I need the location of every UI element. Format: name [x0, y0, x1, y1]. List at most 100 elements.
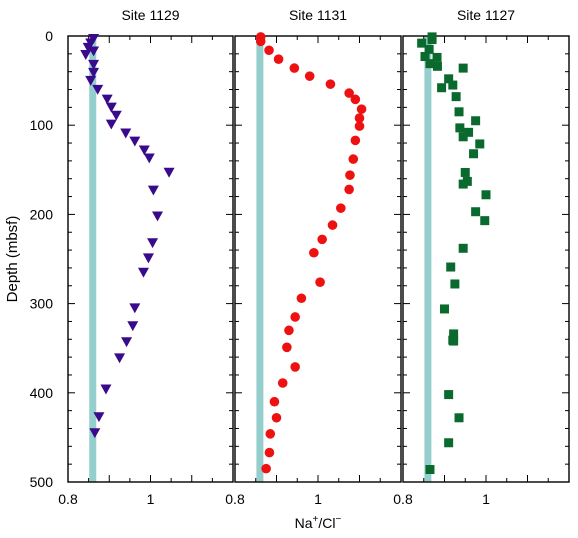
- data-point: [449, 329, 459, 339]
- data-point: [88, 59, 100, 70]
- panels-layer: Site 1129 0.8 1 0 100 200 300 400 500 Site 1131 0.…: [30, 7, 570, 507]
- data-point: [163, 167, 175, 178]
- x-axis-title-mid: /Cl: [318, 515, 335, 531]
- y-tick-label: 500: [30, 474, 54, 490]
- data-point: [471, 116, 481, 126]
- x-tick-label: 1: [482, 491, 490, 507]
- data-point: [350, 135, 361, 146]
- data-point: [101, 94, 113, 105]
- data-point: [454, 413, 464, 423]
- data-point: [444, 438, 454, 448]
- x-tick-label: 1: [314, 491, 322, 507]
- data-point: [100, 384, 112, 395]
- data-point: [315, 277, 325, 287]
- data-point: [264, 45, 274, 56]
- data-point: [446, 262, 456, 272]
- data-point: [120, 128, 132, 139]
- data-point: [82, 42, 94, 53]
- data-point: [325, 79, 336, 89]
- data-point: [143, 153, 155, 164]
- data-point: [304, 71, 315, 81]
- data-point: [471, 207, 481, 217]
- data-point: [327, 220, 338, 230]
- data-point: [127, 321, 139, 332]
- data-point: [454, 107, 464, 117]
- data-point: [261, 463, 271, 474]
- data-point: [348, 154, 359, 164]
- data-point: [350, 94, 361, 105]
- panel-title: Site 1131: [289, 7, 347, 23]
- y-tick-label: 100: [30, 117, 54, 133]
- x-axis-title-sup2: −: [336, 514, 342, 525]
- data-point: [277, 378, 288, 388]
- data-point: [264, 447, 275, 458]
- data-point: [147, 238, 159, 249]
- data-point: [475, 139, 485, 149]
- data-point: [105, 102, 117, 113]
- data-point: [345, 170, 355, 180]
- data-point: [344, 88, 354, 98]
- data-point: [88, 46, 100, 57]
- y-tick-label: 0: [45, 28, 53, 44]
- data-point: [273, 54, 284, 64]
- data-point: [114, 353, 126, 364]
- data-point: [142, 253, 154, 264]
- y-tick-label: 400: [30, 385, 54, 401]
- data-point: [481, 190, 491, 200]
- data-point: [417, 38, 427, 48]
- data-point: [269, 396, 280, 407]
- data-point: [265, 429, 276, 439]
- panel-1: Site 1129 0.8 1 0 100 200 300 400 500: [30, 7, 234, 507]
- data-point: [147, 185, 159, 196]
- x-tick-label: 1: [147, 491, 155, 507]
- data-point: [344, 184, 354, 195]
- data-point: [420, 52, 430, 62]
- data-point: [448, 80, 458, 90]
- x-axis-title-sup1: +: [313, 514, 319, 525]
- data-point: [282, 342, 292, 353]
- data-point: [451, 92, 461, 102]
- data-point: [92, 84, 104, 95]
- data-point: [354, 113, 365, 123]
- data-point: [450, 279, 460, 289]
- y-tick-label: 200: [30, 206, 54, 222]
- data-point: [336, 203, 346, 213]
- data-point: [458, 132, 468, 142]
- data-point: [440, 304, 449, 314]
- data-point: [110, 110, 122, 121]
- y-tick-label: 300: [30, 296, 54, 312]
- x-tick-label: 0.8: [58, 491, 78, 507]
- reference-band: [256, 36, 264, 482]
- data-point: [458, 243, 468, 253]
- data-point: [290, 362, 300, 372]
- data-point: [425, 59, 435, 69]
- data-point: [356, 104, 367, 114]
- data-point: [271, 412, 282, 423]
- data-point: [464, 127, 474, 137]
- y-axis-title: Depth (mbsf): [4, 216, 21, 303]
- data-point: [432, 52, 442, 62]
- data-point: [290, 312, 300, 322]
- data-point: [448, 335, 458, 345]
- data-point: [425, 465, 435, 475]
- data-point: [444, 390, 454, 400]
- data-point: [138, 145, 150, 156]
- data-point: [296, 293, 307, 304]
- data-point: [105, 119, 117, 130]
- data-point: [317, 234, 327, 245]
- data-point: [152, 211, 164, 222]
- data-point: [137, 267, 149, 278]
- data-point: [458, 63, 468, 73]
- data-point: [437, 83, 447, 93]
- data-point: [424, 44, 434, 54]
- data-point: [432, 61, 442, 71]
- panel-2: Site 1131 0.8 1: [225, 7, 402, 507]
- data-point: [129, 136, 141, 147]
- reference-band: [89, 36, 97, 482]
- data-point: [354, 121, 365, 131]
- data-point: [455, 123, 465, 133]
- data-point: [93, 412, 105, 423]
- data-point: [80, 50, 92, 60]
- data-point: [289, 63, 300, 73]
